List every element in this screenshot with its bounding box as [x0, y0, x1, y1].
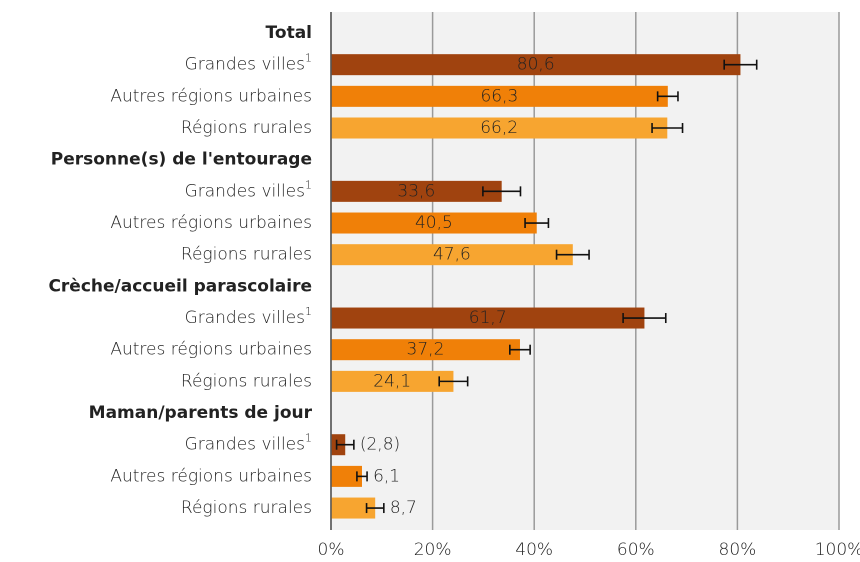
x-tick-label: 0%: [318, 540, 345, 560]
error-bar: [555, 249, 590, 260]
category-text: Régions rurales: [181, 498, 312, 518]
bar: [331, 117, 668, 139]
value-label: 61,7: [469, 308, 507, 328]
value-label: 47,6: [433, 245, 471, 265]
category-label: Régions rurales: [181, 245, 312, 265]
value-label: 6,1: [373, 466, 400, 486]
category-label: Grandes villes1: [185, 178, 312, 201]
error-bar: [365, 503, 385, 514]
bar: [331, 244, 573, 266]
category-text: Régions rurales: [181, 245, 312, 265]
value-label: 33,6: [397, 181, 435, 201]
x-tick-label: 40%: [515, 540, 553, 560]
x-tick-label: 80%: [719, 540, 757, 560]
value-label: 37,2: [407, 340, 445, 360]
category-text: Grandes villes: [185, 55, 305, 75]
category-label: Grandes villes1: [185, 432, 312, 455]
category-text: Grandes villes: [185, 308, 305, 328]
error-bar: [524, 218, 550, 229]
bar: [331, 339, 520, 361]
category-text: Autres régions urbaines: [110, 213, 312, 233]
group-label: Total: [266, 23, 312, 43]
category-text: Autres régions urbaines: [110, 86, 312, 106]
category-text: Grandes villes: [185, 435, 305, 455]
category-label: Autres régions urbaines: [110, 213, 312, 233]
group-label: Personne(s) de l'entourage: [51, 150, 312, 170]
error-bar: [723, 59, 758, 70]
x-tick-label: 100%: [815, 540, 860, 560]
value-label: 8,7: [390, 498, 417, 518]
category-text: Autres régions urbaines: [110, 340, 312, 360]
value-label: 66,2: [480, 118, 518, 138]
error-bar: [656, 91, 679, 102]
footnote-mark: 1: [305, 178, 312, 191]
category-label: Grandes villes1: [185, 305, 312, 328]
error-bar: [482, 186, 522, 197]
group-label: Maman/parents de jour: [89, 403, 313, 423]
category-label: Régions rurales: [181, 118, 312, 138]
value-label: 66,3: [480, 86, 518, 106]
category-label: Autres régions urbaines: [110, 340, 312, 360]
value-label: 40,5: [415, 213, 453, 233]
error-bar: [622, 313, 667, 324]
footnote-mark: 1: [305, 52, 312, 65]
bar: [331, 180, 502, 202]
value-label: (2,8): [360, 435, 400, 455]
category-label: Autres régions urbaines: [110, 466, 312, 486]
bar: [331, 465, 362, 487]
footnote-mark: 1: [305, 305, 312, 318]
bar: [331, 54, 741, 76]
error-bar: [438, 376, 469, 387]
category-text: Régions rurales: [181, 371, 312, 391]
x-tick-label: 60%: [617, 540, 655, 560]
category-label: Régions rurales: [181, 371, 312, 391]
category-label: Régions rurales: [181, 498, 312, 518]
value-label: 24,1: [373, 371, 411, 391]
bar: [331, 307, 645, 329]
category-label: Autres régions urbaines: [110, 86, 312, 106]
error-bar: [651, 123, 684, 134]
error-bar: [356, 471, 368, 482]
category-text: Régions rurales: [181, 118, 312, 138]
error-bar: [509, 344, 531, 355]
bar: [331, 85, 668, 107]
bar: [331, 212, 537, 234]
value-label: 80,6: [517, 55, 555, 75]
footnote-mark: 1: [305, 432, 312, 445]
group-label: Crèche/accueil parascolaire: [48, 276, 312, 296]
bar: [331, 370, 454, 392]
x-tick-label: 20%: [414, 540, 452, 560]
bar: [331, 497, 376, 519]
error-bar: [335, 439, 355, 450]
category-text: Autres régions urbaines: [110, 466, 312, 486]
category-label: Grandes villes1: [185, 52, 312, 75]
category-text: Grandes villes: [185, 181, 305, 201]
